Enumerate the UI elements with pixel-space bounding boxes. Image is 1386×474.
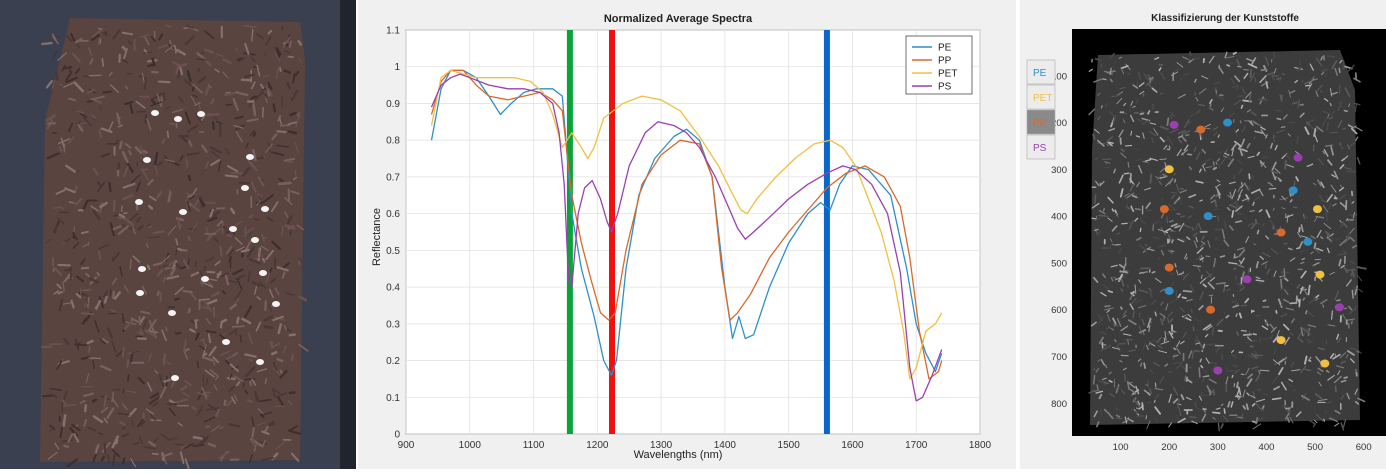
soil-area	[40, 18, 305, 462]
classified-particle-pp	[1196, 126, 1205, 134]
plastic-pellet	[151, 110, 159, 116]
spectra-x-tick-label: 1200	[586, 440, 609, 451]
classified-particle-ps	[1294, 154, 1303, 162]
spectra-y-tick-label: 0.8	[386, 136, 400, 147]
spectra-plot-area	[406, 30, 980, 434]
spectra-y-tick-label: 0.4	[386, 283, 400, 294]
plastic-pellet	[174, 116, 182, 122]
classification-x-tick-label: 300	[1210, 442, 1226, 453]
spectra-x-tick-label: 1600	[841, 440, 864, 451]
plastic-pellet	[136, 290, 144, 296]
plastic-pellet	[259, 270, 267, 276]
classified-particle-pet	[1315, 271, 1324, 279]
classification-y-tick-label: 700	[1051, 352, 1067, 363]
classification-y-tick-label: 300	[1051, 165, 1067, 176]
classified-particle-pet	[1320, 359, 1329, 367]
classified-particle-pp	[1160, 205, 1169, 213]
soil-sample-photo	[0, 0, 356, 469]
classification-y-tick-label: 400	[1051, 212, 1067, 223]
spectra-y-tick-label: 1.1	[386, 26, 400, 37]
soil-photo-canvas	[0, 0, 356, 469]
plastic-pellet	[246, 154, 254, 160]
classified-particle-ps	[1243, 275, 1252, 283]
plastic-pellet	[251, 237, 259, 243]
plastic-pellet	[261, 206, 269, 212]
spectra-y-tick-label: 0.6	[386, 209, 400, 220]
plastic-pellet	[138, 266, 146, 272]
spectra-x-tick-label: 900	[398, 440, 415, 451]
classified-particle-pe	[1223, 119, 1232, 127]
spectra-title: Normalized Average Spectra	[604, 13, 753, 25]
spectra-x-tick-label: 1500	[778, 440, 801, 451]
plastic-pellet	[229, 226, 237, 232]
plastic-pellet	[256, 359, 264, 365]
plastic-pellet	[222, 339, 230, 345]
spectra-y-tick-label: 0.1	[386, 393, 400, 404]
spectra-x-axis-label: Wavelengths (nm)	[634, 449, 723, 461]
classified-particle-pe	[1204, 212, 1213, 220]
classified-particle-pe	[1289, 186, 1298, 194]
classification-x-tick-label: 200	[1161, 442, 1177, 453]
spectra-x-tick-label: 1100	[523, 440, 545, 451]
plastic-pellet	[201, 276, 209, 282]
classification-map: Klassifizierung der Kunststoffe 100 200 30…	[1020, 0, 1386, 469]
plastic-pellet	[168, 310, 176, 316]
spectra-x-tick-label: 1000	[459, 440, 482, 451]
classified-particle-ps	[1213, 367, 1222, 375]
classification-x-tick-label: 100	[1113, 442, 1129, 453]
classification-x-tick-label: 600	[1356, 442, 1372, 453]
classification-y-tick-label: 500	[1051, 258, 1067, 269]
spectra-x-tick-label: 1800	[969, 440, 992, 451]
tray-edge	[340, 0, 356, 469]
classification-title: Klassifizierung der Kunststoffe	[1151, 13, 1299, 24]
spectra-legend-label: PS	[938, 82, 952, 93]
spectra-y-tick-label: 0.2	[386, 356, 400, 367]
classified-particle-pe	[1165, 287, 1174, 295]
classification-legend-label: PET	[1033, 93, 1052, 104]
spectra-y-tick-label: 0.3	[386, 319, 400, 330]
spectra-x-tick-label: 1700	[905, 440, 928, 451]
classification-svg: Klassifizierung der Kunststoffe 100 200 30…	[1020, 0, 1386, 469]
plastic-pellet	[135, 199, 143, 205]
classified-particle-pet	[1313, 205, 1322, 213]
sample-texture	[1089, 50, 1366, 431]
classification-y-tick-label: 600	[1051, 305, 1067, 316]
classified-particle-pet	[1165, 165, 1174, 173]
spectra-y-tick-label: 0.5	[386, 246, 400, 257]
plastic-pellet	[241, 185, 249, 191]
classification-legend-label: PS	[1033, 143, 1047, 154]
spectra-legend-label: PE	[938, 43, 952, 54]
classified-particle-pp	[1165, 264, 1174, 272]
classification-legend-label: PP	[1033, 118, 1047, 129]
spectra-y-tick-label: 1	[394, 62, 400, 73]
plastic-pellet	[171, 375, 179, 381]
classification-x-tick-label: 400	[1259, 442, 1275, 453]
classified-particle-ps	[1170, 121, 1179, 129]
classified-particle-pp	[1206, 306, 1215, 314]
plastic-pellet	[179, 209, 187, 215]
classification-y-tick-label: 800	[1051, 399, 1067, 410]
classified-particle-pe	[1303, 238, 1312, 246]
spectra-y-tick-label: 0.7	[386, 172, 400, 183]
classified-particle-pet	[1277, 336, 1286, 344]
spectra-y-tick-label: 0	[394, 430, 400, 441]
spectra-legend: PE PP PET PS	[906, 36, 972, 94]
classification-legend-label: PE	[1033, 68, 1047, 79]
plastic-pellet	[272, 301, 280, 307]
plastic-pellet	[197, 111, 205, 117]
spectra-legend-label: PET	[938, 69, 957, 80]
classified-particle-ps	[1335, 303, 1344, 311]
plastic-pellet	[143, 157, 151, 163]
spectra-y-axis-label: Reflectance	[371, 208, 383, 266]
classified-particle-pp	[1277, 229, 1286, 237]
classification-x-tick-label: 500	[1307, 442, 1323, 453]
spectra-y-tick-label: 0.9	[386, 99, 400, 110]
spectra-legend-label: PP	[938, 56, 952, 67]
